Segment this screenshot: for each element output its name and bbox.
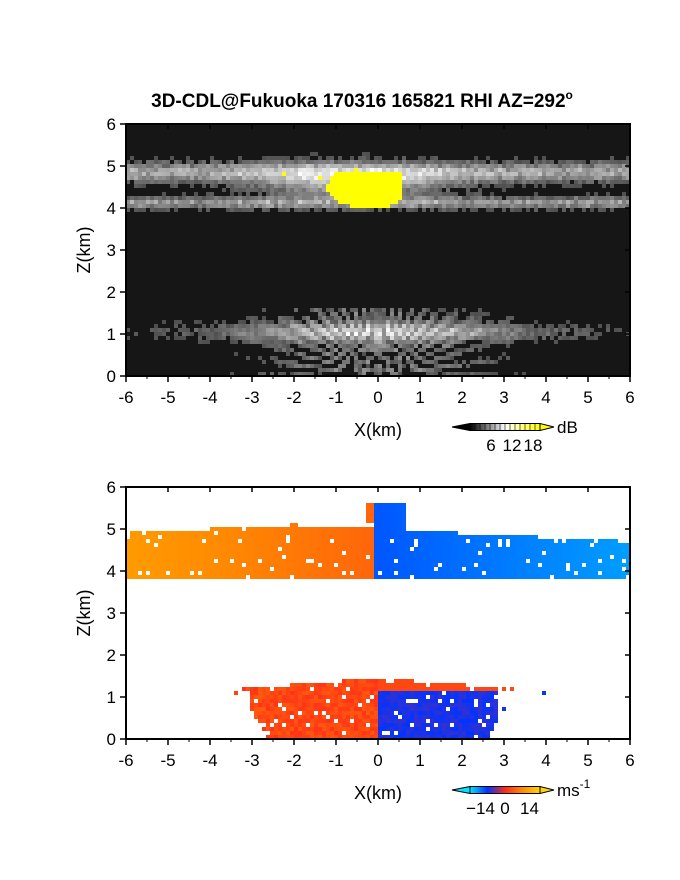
x-tick-label: -4 <box>202 751 217 770</box>
y-tick-label: 1 <box>107 688 116 707</box>
colorbar-tick-label: 0 <box>500 799 509 818</box>
x-tick-label: 2 <box>457 751 466 770</box>
x-tick-label: 4 <box>541 388 550 407</box>
y-tick-label: 3 <box>107 604 116 623</box>
y-tick-label: 5 <box>107 520 116 539</box>
x-tick-label: -5 <box>160 388 175 407</box>
y-axis-label: Z(km) <box>74 590 94 637</box>
figure-title: 3D-CDL@Fukuoka 170316 165821 RHI AZ=292o <box>151 88 573 112</box>
x-tick-label: 3 <box>499 388 508 407</box>
velocity-panel: -6 -5 -4 -3 -2 -1 0 1 2 3 4 5 6 0 1 2 3 4 5 6 X(km) Z(km) −14 0… <box>74 478 635 818</box>
x-tick-label: 5 <box>583 388 592 407</box>
x-tick-label: -4 <box>202 388 217 407</box>
x-tick-label: 1 <box>415 751 424 770</box>
colorbar-tick-label: 14 <box>520 799 539 818</box>
x-tick-label: 6 <box>625 388 634 407</box>
y-tick-label: 4 <box>107 199 116 218</box>
reflectivity-colorbar: 6 12 18 dB <box>451 418 578 455</box>
doppler-velocity-field <box>126 487 630 739</box>
x-tick-label: 0 <box>373 388 382 407</box>
x-tick-label: -2 <box>286 388 301 407</box>
reflectivity-field <box>126 124 630 376</box>
colorbar-tick-label: 6 <box>486 436 495 455</box>
y-tick-label: 6 <box>107 478 116 497</box>
y-tick-label: 3 <box>107 241 116 260</box>
x-tick-label: -1 <box>328 388 343 407</box>
colorbar-tick-label: −14 <box>466 799 495 818</box>
x-tick-label: 1 <box>415 388 424 407</box>
y-tick-label: 0 <box>107 730 116 749</box>
x-tick-label: -6 <box>118 751 133 770</box>
colorbar-unit: ms-1 <box>557 777 591 800</box>
x-tick-label: 4 <box>541 751 550 770</box>
x-tick-label: 6 <box>625 751 634 770</box>
x-tick-label: 3 <box>499 751 508 770</box>
y-tick-label: 2 <box>107 283 116 302</box>
x-tick-label: 2 <box>457 388 466 407</box>
y-tick-label: 6 <box>107 115 116 134</box>
colorbar-tick-label: 18 <box>524 436 543 455</box>
x-axis-label: X(km) <box>354 420 402 440</box>
y-tick-label: 4 <box>107 562 116 581</box>
x-tick-label: -6 <box>118 388 133 407</box>
x-tick-label: -2 <box>286 751 301 770</box>
y-tick-label: 1 <box>107 325 116 344</box>
doppler-velocity-colorbar: −14 0 14 ms-1 <box>451 777 591 818</box>
y-tick-label: 2 <box>107 646 116 665</box>
y-tick-label: 5 <box>107 157 116 176</box>
x-axis-label: X(km) <box>354 783 402 803</box>
x-tick-label: -3 <box>244 388 259 407</box>
y-axis-label: Z(km) <box>74 227 94 274</box>
x-tick-label: -3 <box>244 751 259 770</box>
y-tick-label: 0 <box>107 367 116 386</box>
colorbar-tick-label: 12 <box>503 436 522 455</box>
x-tick-label: 0 <box>373 751 382 770</box>
x-tick-label: -1 <box>328 751 343 770</box>
colorbar-unit: dB <box>557 418 578 437</box>
x-tick-label: -5 <box>160 751 175 770</box>
x-tick-label: 5 <box>583 751 592 770</box>
